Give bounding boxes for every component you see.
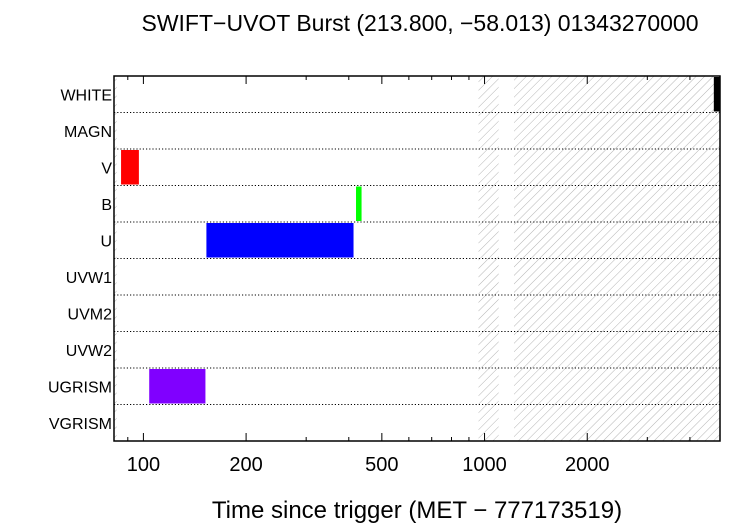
filter-label-magn: MAGN [64, 124, 112, 141]
exposure-bars [121, 77, 720, 404]
x-tick-label: 100 [127, 454, 160, 476]
filter-label-uvw1: UVW1 [66, 270, 112, 287]
hatched-interval [114, 76, 117, 441]
exposure-bar-v [121, 150, 139, 185]
chart-title: SWIFT−UVOT Burst (213.800, −58.013) 0134… [141, 10, 698, 36]
filter-label-ugrism: UGRISM [48, 379, 112, 396]
filter-label-uvm2: UVM2 [68, 306, 113, 323]
exposure-bar-white [713, 77, 720, 112]
exposure-bar-ugrism [149, 369, 206, 404]
filter-label-u: U [100, 233, 112, 250]
x-tick-label: 1000 [462, 454, 507, 476]
filter-labels: WHITE MAGN V B U UVW1 UVM2 UVW2 UGRISM VGRISM [48, 87, 112, 433]
exposure-bar-b [356, 186, 362, 221]
x-tick-label: 200 [229, 454, 262, 476]
filter-label-b: B [101, 197, 112, 214]
plot-frame [113, 75, 721, 442]
filter-label-vgrism: VGRISM [49, 416, 112, 433]
x-tick-label: 500 [365, 454, 398, 476]
filter-label-uvw2: UVW2 [66, 343, 112, 360]
x-axis-ticks: 100 200 500 1000 2000 [127, 76, 691, 476]
x-tick-label: 2000 [565, 454, 610, 476]
filter-label-white: WHITE [60, 87, 112, 104]
filter-label-v: V [101, 160, 112, 177]
exposure-bar-u [206, 223, 354, 258]
x-axis-label: Time since trigger (MET − 777173519) [212, 497, 622, 524]
